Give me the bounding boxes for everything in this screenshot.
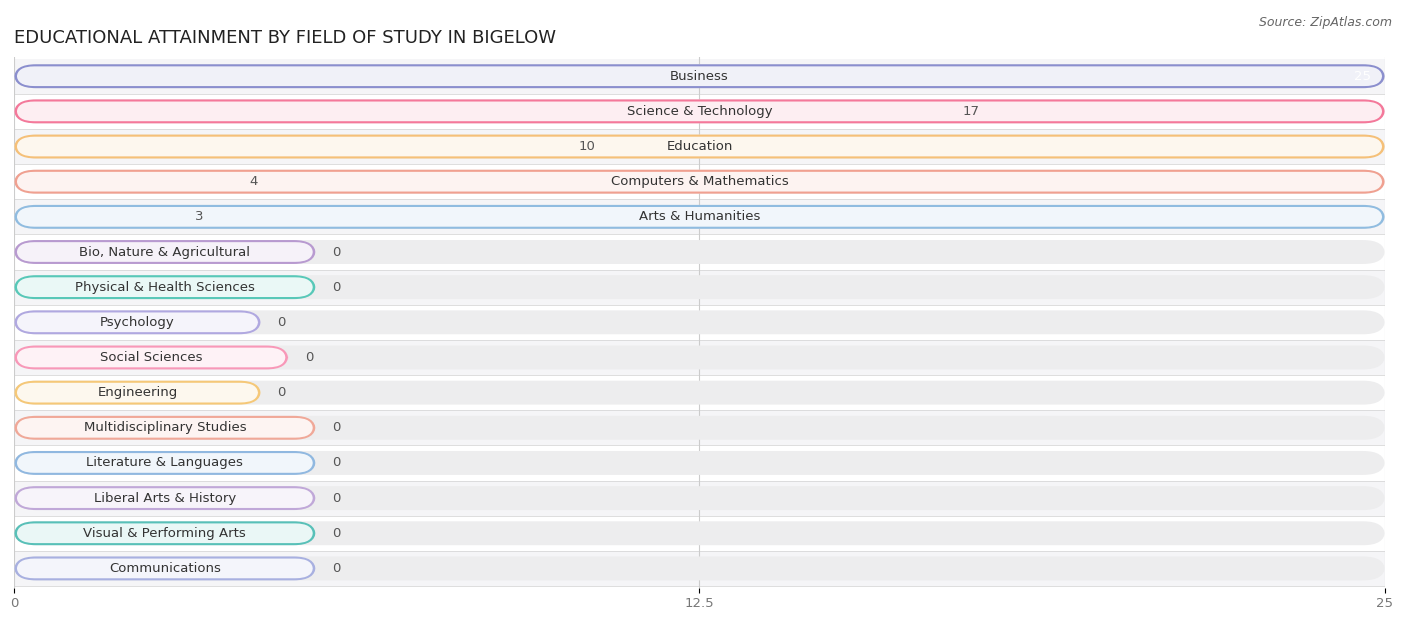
Bar (14, 516, 1385, 551)
Bar (14, 94, 1385, 129)
FancyBboxPatch shape (17, 348, 285, 367)
FancyBboxPatch shape (14, 240, 315, 264)
Bar (14, 446, 1385, 480)
Text: Liberal Arts & History: Liberal Arts & History (94, 492, 236, 504)
FancyBboxPatch shape (14, 170, 1385, 193)
FancyBboxPatch shape (14, 64, 1385, 88)
Bar (14, 59, 1385, 94)
Text: Source: ZipAtlas.com: Source: ZipAtlas.com (1258, 16, 1392, 29)
Text: Bio, Nature & Agricultural: Bio, Nature & Agricultural (79, 245, 250, 258)
FancyBboxPatch shape (14, 380, 1385, 404)
Text: 0: 0 (277, 316, 285, 329)
Text: 0: 0 (332, 281, 340, 294)
Text: Arts & Humanities: Arts & Humanities (638, 210, 761, 223)
FancyBboxPatch shape (14, 205, 1385, 229)
FancyBboxPatch shape (17, 137, 1382, 156)
Text: Computers & Mathematics: Computers & Mathematics (610, 175, 789, 188)
FancyBboxPatch shape (17, 559, 314, 578)
Text: 25: 25 (1354, 70, 1371, 83)
FancyBboxPatch shape (14, 64, 1385, 88)
Bar (14, 270, 1385, 305)
FancyBboxPatch shape (17, 102, 1382, 121)
Bar (14, 234, 1385, 270)
Text: 3: 3 (195, 210, 204, 223)
Bar (14, 129, 1385, 164)
FancyBboxPatch shape (14, 556, 315, 580)
Bar (14, 305, 1385, 340)
FancyBboxPatch shape (14, 275, 315, 299)
FancyBboxPatch shape (14, 310, 1385, 334)
Text: Social Sciences: Social Sciences (100, 351, 202, 364)
Text: Business: Business (671, 70, 728, 83)
FancyBboxPatch shape (14, 556, 1385, 580)
Text: Communications: Communications (108, 562, 221, 575)
Text: Multidisciplinary Studies: Multidisciplinary Studies (83, 422, 246, 434)
FancyBboxPatch shape (17, 242, 314, 262)
FancyBboxPatch shape (14, 380, 262, 404)
FancyBboxPatch shape (14, 170, 1385, 193)
FancyBboxPatch shape (14, 205, 1385, 229)
Text: 0: 0 (332, 245, 340, 258)
Text: 0: 0 (332, 526, 340, 540)
Text: 0: 0 (332, 422, 340, 434)
FancyBboxPatch shape (14, 451, 315, 475)
FancyBboxPatch shape (14, 451, 1385, 475)
Bar (14, 375, 1385, 410)
FancyBboxPatch shape (14, 521, 315, 545)
Bar (14, 480, 1385, 516)
FancyBboxPatch shape (17, 453, 314, 473)
FancyBboxPatch shape (14, 346, 288, 370)
Bar (14, 410, 1385, 446)
FancyBboxPatch shape (17, 383, 259, 403)
Text: 0: 0 (332, 562, 340, 575)
FancyBboxPatch shape (17, 207, 1382, 227)
Bar (14, 340, 1385, 375)
Text: Engineering: Engineering (97, 386, 177, 399)
FancyBboxPatch shape (17, 66, 1382, 86)
Text: 0: 0 (277, 386, 285, 399)
FancyBboxPatch shape (17, 172, 1382, 191)
Text: 10: 10 (579, 140, 596, 153)
FancyBboxPatch shape (14, 99, 1385, 123)
FancyBboxPatch shape (17, 312, 259, 332)
Text: 0: 0 (305, 351, 314, 364)
FancyBboxPatch shape (14, 135, 1385, 159)
FancyBboxPatch shape (14, 486, 315, 510)
Text: Psychology: Psychology (100, 316, 174, 329)
Text: 0: 0 (332, 456, 340, 470)
FancyBboxPatch shape (14, 486, 1385, 510)
FancyBboxPatch shape (14, 275, 1385, 299)
FancyBboxPatch shape (17, 489, 314, 508)
Bar (14, 551, 1385, 586)
Text: Literature & Languages: Literature & Languages (86, 456, 243, 470)
FancyBboxPatch shape (14, 240, 1385, 264)
Text: Visual & Performing Arts: Visual & Performing Arts (83, 526, 246, 540)
FancyBboxPatch shape (14, 99, 1385, 123)
Text: Education: Education (666, 140, 733, 153)
Bar (14, 199, 1385, 234)
FancyBboxPatch shape (14, 416, 1385, 440)
FancyBboxPatch shape (14, 416, 315, 440)
FancyBboxPatch shape (14, 521, 1385, 545)
FancyBboxPatch shape (14, 310, 262, 334)
FancyBboxPatch shape (17, 523, 314, 543)
FancyBboxPatch shape (14, 346, 1385, 370)
Text: Science & Technology: Science & Technology (627, 105, 772, 118)
Text: Physical & Health Sciences: Physical & Health Sciences (75, 281, 254, 294)
FancyBboxPatch shape (17, 418, 314, 437)
FancyBboxPatch shape (14, 135, 1385, 159)
Text: 4: 4 (250, 175, 259, 188)
Text: 17: 17 (963, 105, 980, 118)
FancyBboxPatch shape (17, 277, 314, 297)
Text: EDUCATIONAL ATTAINMENT BY FIELD OF STUDY IN BIGELOW: EDUCATIONAL ATTAINMENT BY FIELD OF STUDY… (14, 29, 555, 47)
Bar (14, 164, 1385, 199)
Text: 0: 0 (332, 492, 340, 504)
